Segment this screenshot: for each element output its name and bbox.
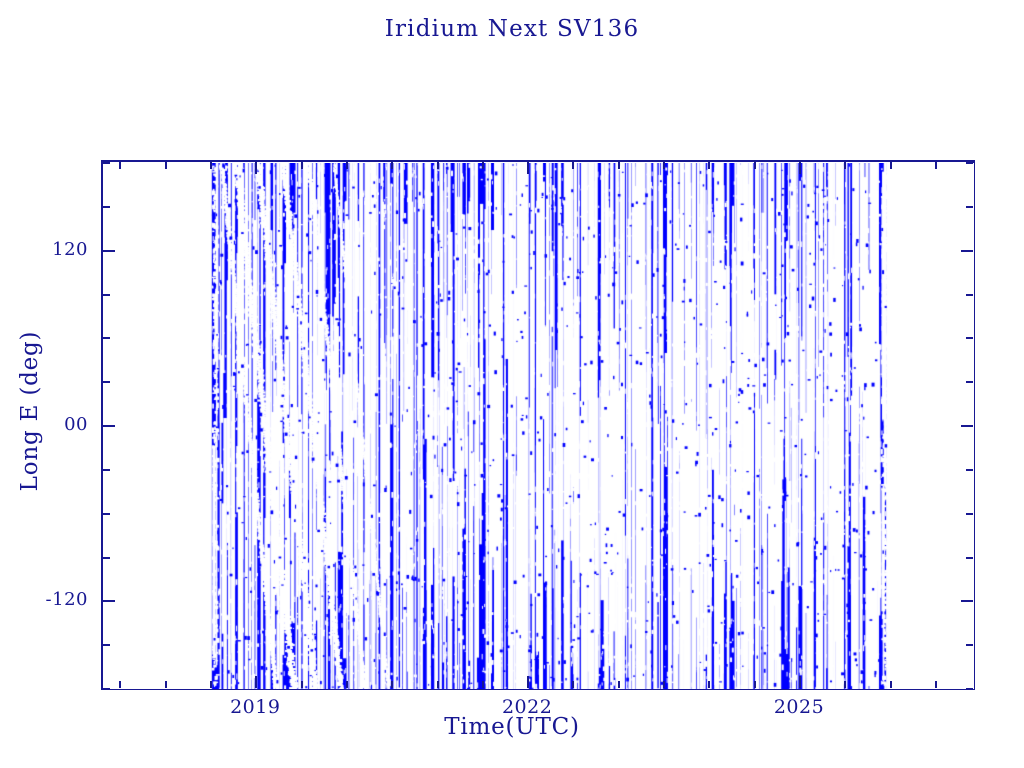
y-axis-tick-left: [103, 600, 115, 602]
x-axis-tick-bottom: [301, 681, 303, 688]
x-axis-tick-bottom: [437, 681, 439, 688]
x-axis-tick-top: [391, 162, 393, 169]
x-tick-label: 2019: [230, 696, 281, 718]
x-axis-tick-top: [119, 162, 121, 169]
y-axis-tick-left: [103, 381, 110, 383]
x-axis-tick-bottom: [663, 681, 665, 688]
x-tick-label: 2022: [501, 696, 553, 718]
x-axis-tick-top: [935, 162, 937, 169]
x-axis-tick-bottom: [210, 681, 212, 688]
y-axis-tick-left: [103, 250, 115, 252]
y-axis-tick-left: [103, 162, 110, 164]
y-axis-title: Long E (deg): [17, 330, 43, 492]
x-axis-tick-top: [301, 162, 303, 169]
y-tick-label: 00: [64, 414, 88, 435]
y-axis-tick-right: [961, 250, 973, 252]
y-axis-tick-right: [961, 600, 973, 602]
y-axis-tick-right: [966, 557, 973, 559]
x-axis-tick-bottom: [527, 676, 529, 688]
x-axis-tick-bottom: [165, 681, 167, 688]
y-axis-tick-left: [103, 644, 110, 646]
x-axis-title: Time(UTC): [444, 714, 580, 740]
y-axis-tick-right: [966, 381, 973, 383]
x-axis-tick-top: [255, 162, 257, 174]
x-axis-tick-bottom: [255, 676, 257, 688]
longitude-vs-time-data-area: [104, 163, 974, 689]
y-axis-tick-left: [103, 294, 110, 296]
y-axis-tick-left: [103, 337, 110, 339]
y-axis-tick-right: [966, 688, 973, 690]
x-axis-tick-top: [572, 162, 574, 169]
y-axis-tick-left: [103, 469, 110, 471]
x-axis-tick-bottom: [708, 681, 710, 688]
y-axis-tick-left: [103, 425, 115, 427]
y-axis-tick-right: [966, 162, 973, 164]
y-tick-label: 120: [52, 238, 88, 260]
x-axis-tick-bottom: [572, 681, 574, 688]
y-axis-tick-right: [966, 206, 973, 208]
y-axis-tick-right: [966, 469, 973, 471]
x-axis-tick-top: [482, 162, 484, 169]
x-axis-tick-top: [210, 162, 212, 169]
x-axis-tick-top: [844, 162, 846, 169]
x-axis-tick-bottom: [391, 681, 393, 688]
x-axis-tick-top: [799, 162, 801, 174]
x-axis-tick-top: [663, 162, 665, 169]
y-axis-tick-left: [103, 557, 110, 559]
y-axis-tick-right: [966, 644, 973, 646]
y-axis-tick-left: [103, 206, 110, 208]
x-axis-tick-bottom: [754, 681, 756, 688]
y-axis-tick-right: [966, 337, 973, 339]
plot-frame: [101, 160, 975, 690]
x-axis-tick-bottom: [935, 681, 937, 688]
y-tick-label: -120: [45, 589, 88, 611]
x-axis-tick-bottom: [844, 681, 846, 688]
y-axis-tick-right: [966, 294, 973, 296]
y-axis-tick-right: [961, 425, 973, 427]
x-axis-tick-bottom: [482, 681, 484, 688]
plot-title: Iridium Next SV136: [384, 16, 640, 42]
x-axis-tick-bottom: [618, 681, 620, 688]
y-axis-tick-left: [103, 688, 110, 690]
x-axis-tick-top: [346, 162, 348, 169]
x-axis-tick-bottom: [346, 681, 348, 688]
x-tick-label: 2025: [773, 696, 825, 718]
y-axis-tick-right: [966, 513, 973, 515]
x-axis-tick-top: [618, 162, 620, 169]
x-axis-tick-top: [890, 162, 892, 169]
x-axis-tick-bottom: [119, 681, 121, 688]
x-axis-tick-top: [437, 162, 439, 169]
x-axis-tick-bottom: [890, 681, 892, 688]
x-axis-tick-bottom: [799, 676, 801, 688]
x-axis-tick-top: [165, 162, 167, 169]
x-axis-tick-top: [754, 162, 756, 169]
y-axis-tick-left: [103, 513, 110, 515]
x-axis-tick-top: [527, 162, 529, 174]
x-axis-tick-top: [708, 162, 710, 169]
